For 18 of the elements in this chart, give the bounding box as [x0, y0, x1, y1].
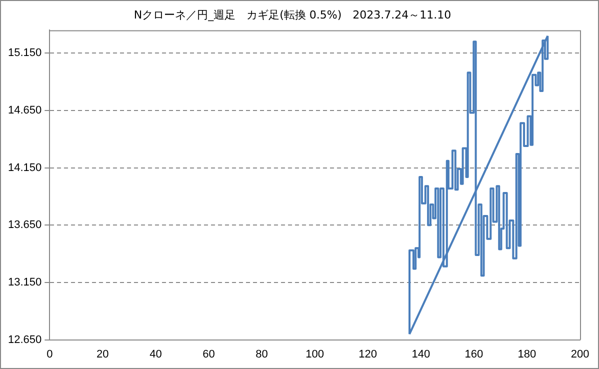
x-tick-label: 60 [202, 348, 215, 360]
x-tick-label: 120 [358, 348, 378, 360]
x-tick-label: 0 [46, 348, 53, 360]
x-tick-label: 200 [570, 348, 590, 360]
y-tick-label: 12.650 [8, 334, 42, 346]
y-tick-label: 13.650 [8, 219, 42, 232]
x-tick-label: 40 [150, 348, 162, 360]
x-tick-label: 80 [256, 348, 268, 360]
x-tick-label: 160 [464, 348, 484, 360]
x-tick-label: 140 [412, 348, 430, 360]
x-tick-label: 100 [306, 348, 324, 360]
y-tick-label: 14.150 [8, 162, 42, 174]
y-tick-label: 15.150 [8, 47, 42, 60]
chart-title: Nクローネ／円_週足 カギ足(転換 0.5%) 2023.7.24～11.10 [134, 8, 452, 22]
y-tick-label: 13.150 [8, 276, 42, 288]
y-tick-label: 14.650 [8, 104, 42, 116]
x-tick-label: 20 [96, 348, 109, 360]
x-tick-label: 180 [518, 348, 536, 360]
